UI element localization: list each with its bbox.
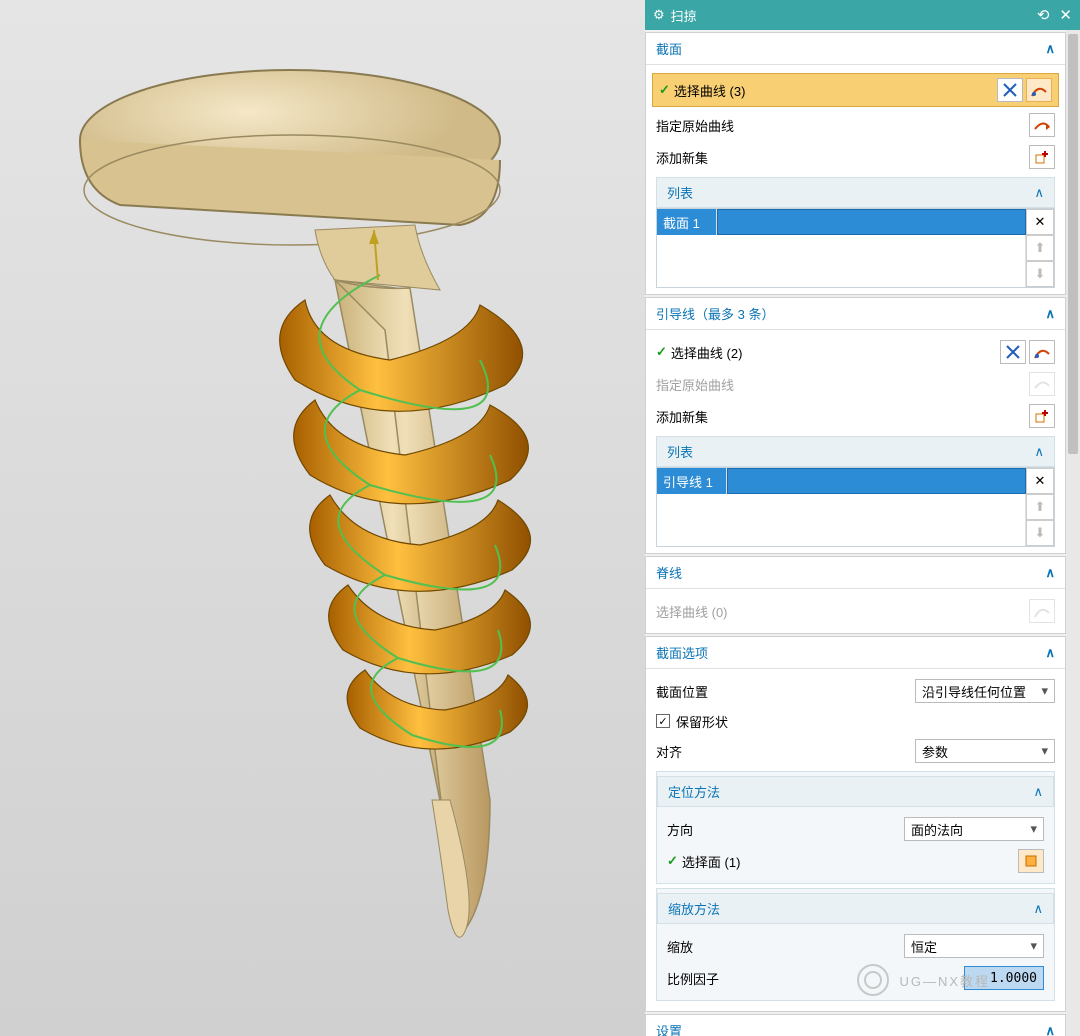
list-header[interactable]: 列表 ∧ xyxy=(656,177,1055,208)
subsection-scale: 缩放方法 ∧ 缩放 恒定 比例因子 1.0000 xyxy=(656,888,1055,1001)
orig-curve-label: 指定原始曲线 xyxy=(656,116,1026,135)
guides-orig-row: 指定原始曲线 xyxy=(656,368,1055,400)
section-header-settings[interactable]: 设置 ∧ xyxy=(646,1015,1065,1036)
check-icon: ✓ xyxy=(659,82,670,98)
section-guides: 引导线（最多 3 条） ∧ ✓ 选择曲线 (2) 指定原始曲线 添加新集 xyxy=(645,297,1066,554)
face-select-icon[interactable] xyxy=(1018,849,1044,873)
collapse-icon: ∧ xyxy=(1034,185,1044,201)
curve-select-icon[interactable] xyxy=(1029,340,1055,364)
section-pos-select[interactable]: 沿引导线任何位置 xyxy=(915,679,1055,703)
panel-scrollbar[interactable] xyxy=(1066,30,1080,1036)
scale-label: 缩放 xyxy=(667,937,904,956)
select-face-row[interactable]: ✓ 选择面 (1) xyxy=(667,845,1044,877)
list-item[interactable]: 截面 1 xyxy=(657,209,717,235)
section-settings: 设置 ∧ xyxy=(645,1014,1066,1036)
check-icon: ✓ xyxy=(656,344,667,360)
list-label: 列表 xyxy=(667,442,693,461)
gear-icon: ⚙ xyxy=(653,7,665,23)
keep-shape-checkbox[interactable]: ✓ xyxy=(656,714,670,728)
section-list[interactable]: 截面 1 ✕ ⬆ ⬇ xyxy=(656,208,1055,288)
locate-title: 定位方法 xyxy=(668,782,720,801)
select-face-label: 选择面 (1) xyxy=(682,852,1015,871)
collapse-icon: ∧ xyxy=(1033,784,1043,800)
wechat-icon xyxy=(857,964,889,996)
cad-viewport[interactable] xyxy=(0,0,645,1036)
list-item[interactable]: 引导线 1 xyxy=(657,468,727,494)
intersect-icon[interactable] xyxy=(1000,340,1026,364)
section-header-spine[interactable]: 脊线 ∧ xyxy=(646,557,1065,589)
scale-header[interactable]: 缩放方法 ∧ xyxy=(657,893,1054,924)
collapse-icon: ∧ xyxy=(1045,565,1055,581)
subsection-locate: 定位方法 ∧ 方向 面的法向 ✓ 选择面 (1) xyxy=(656,771,1055,884)
collapse-icon: ∧ xyxy=(1045,645,1055,661)
locate-header[interactable]: 定位方法 ∧ xyxy=(657,776,1054,807)
options-title: 截面选项 xyxy=(656,643,708,662)
guides-list[interactable]: 引导线 1 ✕ ⬆ ⬇ xyxy=(656,467,1055,547)
scale-title: 缩放方法 xyxy=(668,899,720,918)
guides-select-row[interactable]: ✓ 选择曲线 (2) xyxy=(656,336,1055,368)
collapse-icon: ∧ xyxy=(1033,901,1043,917)
keep-shape-row[interactable]: ✓ 保留形状 xyxy=(656,707,1055,735)
orig-curve-icon[interactable] xyxy=(1029,113,1055,137)
list-up-button[interactable]: ⬆ xyxy=(1026,235,1054,261)
reset-button[interactable]: ⟲ xyxy=(1037,6,1050,24)
close-button[interactable]: ✕ xyxy=(1059,6,1072,24)
guides-select-label: 选择曲线 (2) xyxy=(671,343,997,362)
add-new-icon[interactable] xyxy=(1029,145,1055,169)
settings-title: 设置 xyxy=(656,1021,682,1036)
add-new-label: 添加新集 xyxy=(656,148,1026,167)
orig-curve-row[interactable]: 指定原始曲线 xyxy=(656,109,1055,141)
section-options: 截面选项 ∧ 截面位置 沿引导线任何位置 ✓ 保留形状 对齐 参数 xyxy=(645,636,1066,1012)
list-down-button[interactable]: ⬇ xyxy=(1026,261,1054,287)
dialog-body: 截面 ∧ ✓ 选择曲线 (3) 指定原始曲线 添加新集 xyxy=(645,30,1080,1036)
section-title: 截面 xyxy=(656,39,682,58)
add-new-icon[interactable] xyxy=(1029,404,1055,428)
scale-select[interactable]: 恒定 xyxy=(904,934,1044,958)
section-header-section[interactable]: 截面 ∧ xyxy=(646,33,1065,65)
section-section: 截面 ∧ ✓ 选择曲线 (3) 指定原始曲线 添加新集 xyxy=(645,32,1066,295)
guides-add-row[interactable]: 添加新集 xyxy=(656,400,1055,432)
guides-title: 引导线（最多 3 条） xyxy=(656,304,774,323)
list-label: 列表 xyxy=(667,183,693,202)
dialog-title: 扫掠 xyxy=(671,6,697,25)
guides-add-label: 添加新集 xyxy=(656,407,1026,426)
watermark-text: UG—NX教程 xyxy=(899,971,990,990)
list-up-button[interactable]: ⬆ xyxy=(1026,494,1054,520)
screw-model xyxy=(60,30,620,970)
spine-select-label: 选择曲线 (0) xyxy=(656,602,1026,621)
list-delete-button[interactable]: ✕ xyxy=(1026,468,1054,494)
scrollbar-thumb[interactable] xyxy=(1068,34,1078,454)
list-delete-button[interactable]: ✕ xyxy=(1026,209,1054,235)
dialog-titlebar[interactable]: ⚙ 扫掠 ⟲ ✕ xyxy=(645,0,1080,30)
guides-orig-label: 指定原始曲线 xyxy=(656,375,1026,394)
keep-shape-label: 保留形状 xyxy=(676,712,1055,731)
direction-select[interactable]: 面的法向 xyxy=(904,817,1044,841)
align-label: 对齐 xyxy=(656,742,915,761)
watermark: UG—NX教程 xyxy=(857,964,990,996)
select-curve-label: 选择曲线 (3) xyxy=(674,81,994,100)
section-header-options[interactable]: 截面选项 ∧ xyxy=(646,637,1065,669)
check-icon: ✓ xyxy=(667,853,678,869)
section-spine: 脊线 ∧ 选择曲线 (0) xyxy=(645,556,1066,634)
collapse-icon: ∧ xyxy=(1045,306,1055,322)
align-select[interactable]: 参数 xyxy=(915,739,1055,763)
collapse-icon: ∧ xyxy=(1045,1023,1055,1036)
collapse-icon: ∧ xyxy=(1045,41,1055,57)
section-pos-label: 截面位置 xyxy=(656,682,915,701)
sweep-dialog: ⚙ 扫掠 ⟲ ✕ 截面 ∧ ✓ 选择曲线 (3) 指定原始曲线 xyxy=(645,0,1080,1036)
spine-title: 脊线 xyxy=(656,563,682,582)
list-header[interactable]: 列表 ∧ xyxy=(656,436,1055,467)
direction-label: 方向 xyxy=(667,820,904,839)
curve-select-icon xyxy=(1029,599,1055,623)
spine-select-row[interactable]: 选择曲线 (0) xyxy=(656,595,1055,627)
list-down-button[interactable]: ⬇ xyxy=(1026,520,1054,546)
section-header-guides[interactable]: 引导线（最多 3 条） ∧ xyxy=(646,298,1065,330)
collapse-icon: ∧ xyxy=(1034,444,1044,460)
intersect-icon[interactable] xyxy=(997,78,1023,102)
select-curve-row[interactable]: ✓ 选择曲线 (3) xyxy=(652,73,1059,107)
add-new-row[interactable]: 添加新集 xyxy=(656,141,1055,173)
orig-curve-icon xyxy=(1029,372,1055,396)
curve-select-icon[interactable] xyxy=(1026,78,1052,102)
